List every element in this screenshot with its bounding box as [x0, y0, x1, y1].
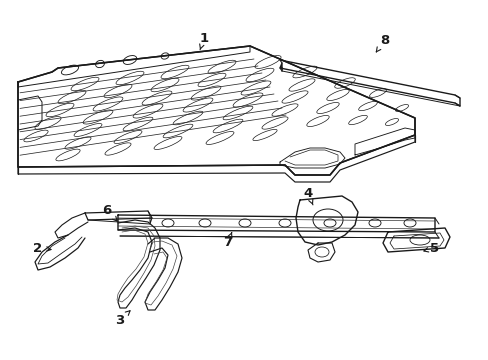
Text: 6: 6 [102, 203, 117, 221]
Text: 4: 4 [303, 186, 312, 205]
Text: 7: 7 [223, 233, 232, 248]
Text: 8: 8 [375, 33, 389, 52]
Text: 5: 5 [423, 242, 439, 255]
Text: 2: 2 [33, 242, 51, 255]
Text: 1: 1 [199, 32, 208, 50]
Text: 3: 3 [115, 311, 130, 327]
